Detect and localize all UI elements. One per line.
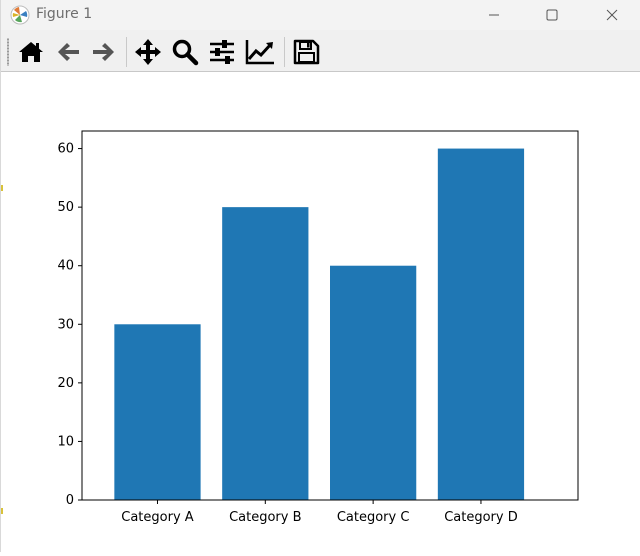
x-tick-label: Category C xyxy=(337,510,410,525)
bar-category-c xyxy=(330,265,417,500)
pan-button[interactable] xyxy=(132,37,164,67)
navigation-toolbar xyxy=(1,30,640,72)
axes-frame xyxy=(81,130,579,501)
matplotlib-logo-icon xyxy=(10,5,30,25)
arrow-left-icon xyxy=(58,43,79,61)
x-tick-label: Category A xyxy=(121,510,194,525)
back-button[interactable] xyxy=(52,37,84,67)
y-tick-label: 20 xyxy=(57,376,74,391)
zoom-button[interactable] xyxy=(169,37,201,67)
floppy-disk-icon xyxy=(293,39,320,65)
y-tick-label: 10 xyxy=(57,434,74,449)
home-icon xyxy=(19,42,43,62)
minimize-button[interactable] xyxy=(471,0,517,30)
configure-subplots-button[interactable] xyxy=(206,37,238,67)
maximize-icon xyxy=(546,9,558,21)
x-tick-label: Category B xyxy=(229,510,301,525)
bar-chart[interactable]: 0 10 20 30 40 50 60 Category A Category B Categor… xyxy=(1,72,639,552)
toolbar-separator xyxy=(284,37,285,67)
figure-canvas[interactable]: 0 10 20 30 40 50 60 Category A Category B Categor… xyxy=(1,72,640,552)
title-bar[interactable]: Figure 1 xyxy=(1,0,640,30)
y-tick-label: 60 xyxy=(57,142,74,157)
toolbar-separator xyxy=(126,37,127,67)
forward-button[interactable] xyxy=(88,37,120,67)
move-icon xyxy=(135,39,161,65)
y-tick-label: 40 xyxy=(57,259,74,274)
window-title: Figure 1 xyxy=(36,6,93,22)
home-button[interactable] xyxy=(15,37,47,67)
edit-axis-button[interactable] xyxy=(243,37,275,67)
bar-category-d xyxy=(437,148,525,501)
maximize-button[interactable] xyxy=(529,0,575,30)
y-tick-label: 50 xyxy=(57,200,74,215)
x-tick-label: Category D xyxy=(444,510,518,525)
y-tick-label: 0 xyxy=(66,493,74,508)
minimize-icon xyxy=(489,14,499,16)
close-icon xyxy=(606,9,618,21)
sliders-icon xyxy=(210,40,234,64)
save-button[interactable] xyxy=(290,37,322,67)
arrow-right-icon xyxy=(93,43,114,61)
toolbar-grip[interactable] xyxy=(7,38,9,66)
close-button[interactable] xyxy=(589,0,635,30)
magnifier-icon xyxy=(172,39,199,66)
window-edge-mark xyxy=(1,508,3,514)
bar-category-b xyxy=(222,207,309,500)
line-chart-icon xyxy=(245,40,274,65)
bar-category-a xyxy=(114,324,201,500)
window-edge-mark xyxy=(1,185,3,191)
y-tick-label: 30 xyxy=(57,317,74,332)
